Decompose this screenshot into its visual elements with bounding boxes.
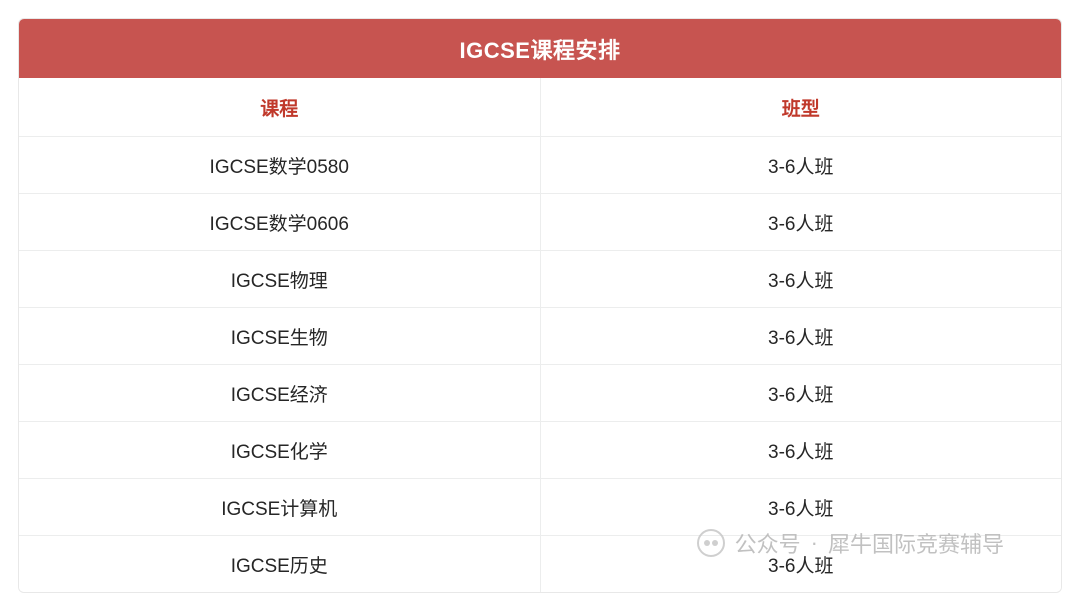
cell-course: IGCSE生物	[19, 308, 540, 365]
table-row: IGCSE历史 3-6人班	[19, 536, 1061, 593]
table-row: IGCSE计算机 3-6人班	[19, 479, 1061, 536]
cell-course: IGCSE计算机	[19, 479, 540, 536]
cell-course: IGCSE物理	[19, 251, 540, 308]
cell-class: 3-6人班	[540, 194, 1061, 251]
cell-course: IGCSE经济	[19, 365, 540, 422]
cell-course: IGCSE历史	[19, 536, 540, 593]
table-row: IGCSE物理 3-6人班	[19, 251, 1061, 308]
cell-class: 3-6人班	[540, 137, 1061, 194]
cell-class: 3-6人班	[540, 479, 1061, 536]
table-row: IGCSE数学0606 3-6人班	[19, 194, 1061, 251]
cell-class: 3-6人班	[540, 536, 1061, 593]
cell-course: IGCSE数学0606	[19, 194, 540, 251]
table-row: IGCSE数学0580 3-6人班	[19, 137, 1061, 194]
cell-class: 3-6人班	[540, 365, 1061, 422]
course-table: IGCSE课程安排 课程 班型 IGCSE数学0580 3-6人班 IGCSE数…	[18, 18, 1062, 593]
column-header-class: 班型	[540, 78, 1061, 137]
cell-course: IGCSE数学0580	[19, 137, 540, 194]
cell-class: 3-6人班	[540, 251, 1061, 308]
cell-course: IGCSE化学	[19, 422, 540, 479]
table-row: IGCSE化学 3-6人班	[19, 422, 1061, 479]
table-title: IGCSE课程安排	[19, 19, 1061, 78]
igcse-table: IGCSE课程安排 课程 班型 IGCSE数学0580 3-6人班 IGCSE数…	[19, 19, 1061, 592]
column-header-course: 课程	[19, 78, 540, 137]
table-row: IGCSE生物 3-6人班	[19, 308, 1061, 365]
table-row: IGCSE经济 3-6人班	[19, 365, 1061, 422]
cell-class: 3-6人班	[540, 308, 1061, 365]
table-body: IGCSE数学0580 3-6人班 IGCSE数学0606 3-6人班 IGCS…	[19, 137, 1061, 593]
cell-class: 3-6人班	[540, 422, 1061, 479]
